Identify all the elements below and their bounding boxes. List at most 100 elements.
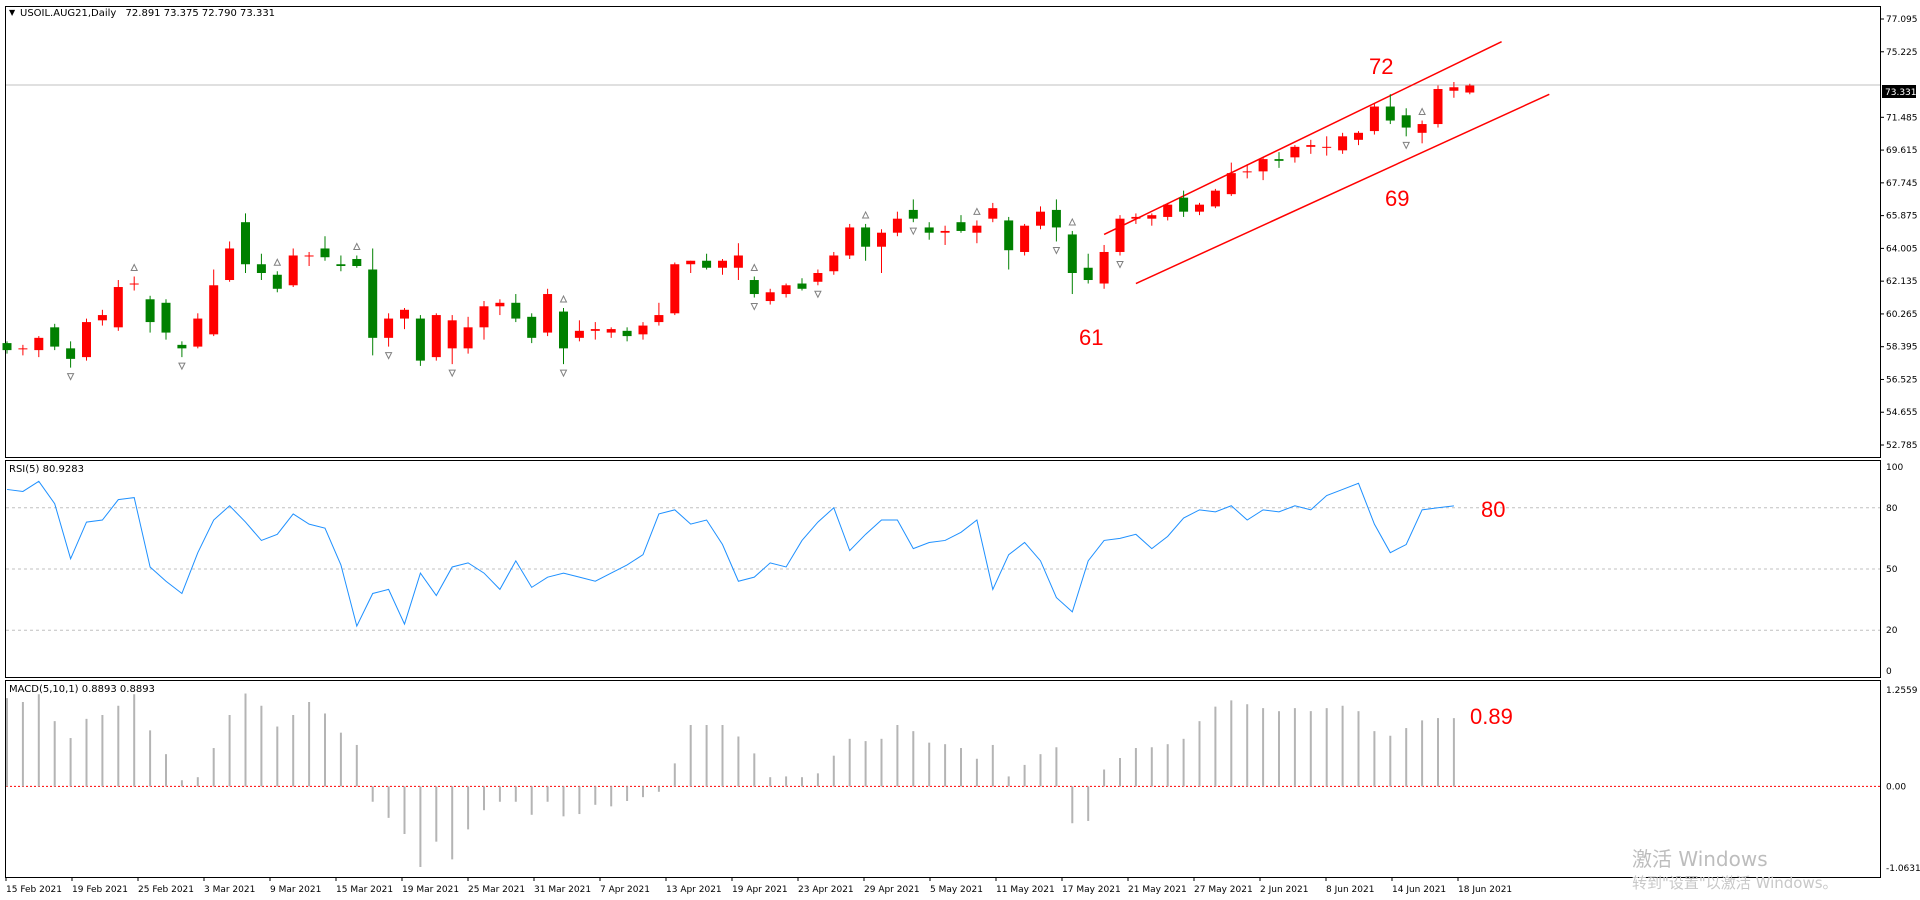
price-tick-label: 64.005 [1886,244,1918,254]
candle-body [1179,197,1189,212]
candle-body [18,348,28,350]
candle-body [209,285,219,335]
candle-body [654,315,664,323]
fractal-down-arrow [384,352,393,360]
date-tick-label: 18 Jun 2021 [1458,885,1512,895]
channel-upper-line [1103,41,1502,236]
candle-body [1306,145,1316,147]
candle-body [2,343,12,351]
candle-body [129,283,139,285]
fractal-down-arrow [1402,141,1411,150]
price-tick-label: 65.875 [1886,212,1918,222]
watermark-line1: 激活 Windows [1632,847,1768,871]
candle-body [113,287,123,328]
candle-body [1131,216,1141,219]
candle-body [1147,215,1157,219]
fractal-up-arrow [559,294,568,303]
candle-body [1051,209,1061,228]
annotation-61: 61 [1079,325,1103,350]
date-tick-label: 21 May 2021 [1128,885,1187,895]
fractal-up-arrow [273,258,282,266]
candle-body [861,227,871,247]
date-tick-label: 31 Mar 2021 [534,885,591,895]
candle-body [400,309,409,319]
candle-body [622,330,632,337]
fractal-up-arrow [352,242,361,250]
chart-collapse-icon[interactable]: ▼ [9,8,16,17]
date-tick-label: 8 Jun 2021 [1326,885,1374,895]
current-price-tag: 73.331 [1882,85,1917,98]
candle-body [352,258,362,266]
candle-body [225,248,235,281]
macd-tick-label: 1.2559 [1886,686,1918,696]
candle-body [463,327,473,349]
ohlc-values: 72.891 73.375 72.790 73.331 [126,8,276,19]
candle-body [686,260,696,265]
candle-body [1385,106,1395,121]
candle-body [431,315,441,358]
candle-body [908,209,918,219]
candle-body [304,255,314,257]
candle-body [1195,204,1204,212]
price-tick-label: 69.615 [1886,146,1918,156]
channel-lower-line [1135,93,1550,285]
candle-body [702,260,712,268]
candle-body [1465,85,1475,93]
fractal-down-arrow [559,369,568,378]
fractal-up-arrow [130,263,139,272]
candle-body [813,273,823,282]
candle-body [1226,173,1236,195]
candle-body [161,302,171,333]
candle-body [256,264,266,274]
price-tick-label: 67.745 [1886,179,1918,189]
candle-body [1242,171,1252,173]
candle-body [972,225,982,233]
candle-body [1067,234,1077,274]
fractal-down-arrow [1116,260,1124,269]
candle-body [384,318,394,338]
date-tick-label: 27 May 2021 [1194,885,1253,895]
fractal-down-arrow [1052,246,1061,255]
candle-body [1369,106,1379,132]
candle-body [447,320,457,349]
price-tick-label: 52.785 [1886,441,1918,451]
candle-body [50,327,60,347]
date-tick-label: 3 Mar 2021 [204,885,255,895]
price-tick-label: 58.395 [1886,343,1918,353]
candle-body [1163,204,1173,217]
date-tick-label: 13 Apr 2021 [666,885,722,895]
annotation-69: 69 [1385,186,1409,211]
price-tick-label: 71.485 [1886,113,1918,123]
candle-body [415,318,425,361]
date-tick-label: 19 Apr 2021 [732,885,788,895]
candle-body [1036,211,1045,226]
candle-body [1417,124,1427,133]
candle-body [320,248,330,258]
candle-body [877,232,886,247]
candle-body [845,227,855,256]
rsi-line [6,480,1454,628]
fractal-down-arrow [66,373,75,381]
candle-body [288,255,298,286]
symbol-label: USOIL.AUG21,Daily [20,8,116,19]
candle-body [511,302,521,319]
rsi-tick-label: 100 [1886,463,1903,473]
candle-body [749,280,759,295]
candle-body [1354,132,1363,140]
price-tick-label: 77.095 [1886,15,1918,25]
macd-pane[interactable] [5,680,1881,878]
annotation-rsi-80: 80 [1481,497,1505,522]
candle-body [892,218,902,233]
candle-body [638,325,648,335]
candle-body [34,337,44,351]
price-tick-label: 56.525 [1886,375,1918,385]
fractal-down-arrow [909,227,918,236]
candle-body [97,315,107,321]
candle-body [1083,267,1093,281]
candle-body [1433,89,1443,125]
rsi-tick-label: 0 [1886,667,1892,677]
price-pane-title: USOIL.AUG21,Daily 72.891 73.375 72.790 7… [20,8,275,19]
fractal-down-arrow [750,303,759,311]
candle-body [797,283,807,289]
